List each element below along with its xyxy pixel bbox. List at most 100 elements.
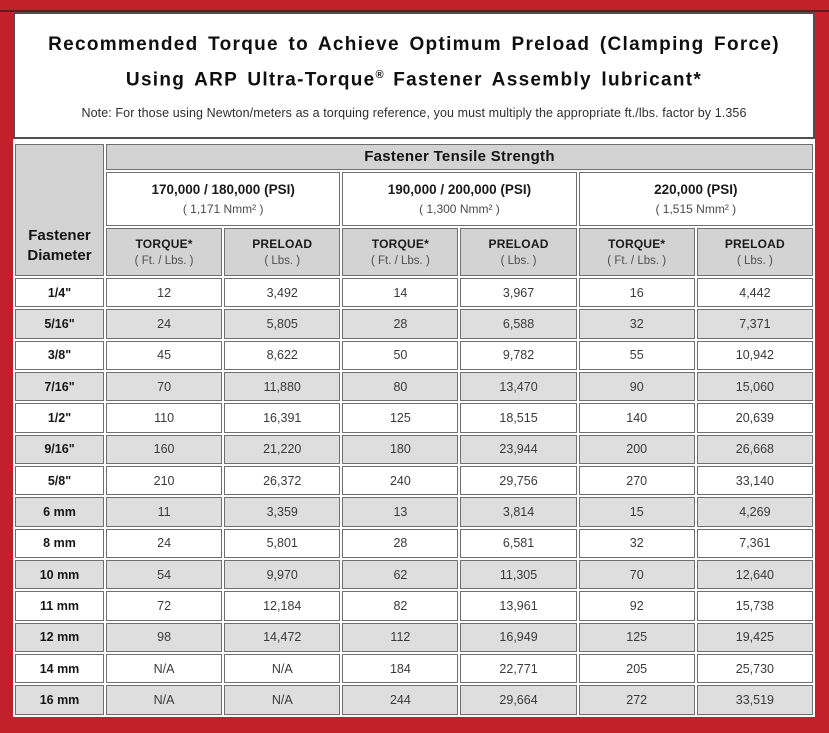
psi-group-header-row: 170,000 / 180,000 (PSI) ( 1,171 Nmm² ) 1…: [15, 172, 813, 226]
row-diameter: 8 mm: [15, 528, 104, 559]
corner-line1: Fastener: [28, 227, 91, 244]
preload-unit-3: ( Lbs. ): [736, 255, 773, 267]
table-row: 5/16" 24 5,805 28 6,588 32 7,371: [15, 309, 813, 339]
cell-value: 184: [342, 654, 459, 684]
torque-label-3: TORQUE*: [608, 237, 666, 251]
page-title-line2: Using ARP Ultra-Torque® Fastener Assembl…: [15, 60, 813, 95]
cell-value: 90: [578, 372, 695, 402]
row-diameter: 10 mm: [15, 560, 104, 590]
cell-value: 62: [342, 560, 459, 590]
row-diameter: 3/8": [15, 340, 104, 371]
cell-value: 15: [578, 497, 695, 527]
cell-value: 160: [106, 434, 223, 465]
cell-value: 32: [578, 528, 695, 559]
preload-unit-1: ( Lbs. ): [264, 255, 301, 267]
cell-value: 16,949: [460, 622, 577, 653]
cell-value: 3,492: [224, 278, 341, 308]
cell-value: N/A: [224, 685, 341, 715]
preload-label-3: PRELOAD: [724, 237, 785, 251]
cell-value: 15,738: [696, 591, 813, 621]
cell-value: 110: [106, 403, 223, 433]
cell-value: 50: [342, 340, 459, 371]
cell-value: 82: [342, 591, 459, 621]
cell-value: 72: [106, 591, 223, 621]
torque-table-wrap: Fastener Diameter Fastener Tensile Stren…: [13, 142, 815, 717]
tensile-strength-header-row: Fastener Diameter Fastener Tensile Stren…: [15, 144, 813, 276]
cell-value: 9,970: [224, 560, 341, 590]
torque-column-header-3: TORQUE* ( Ft. / Lbs. ): [578, 228, 695, 276]
cell-value: 25,730: [696, 654, 813, 684]
cell-value: 7,371: [696, 309, 813, 339]
content-area: Recommended Torque to Achieve Optimum Pr…: [13, 12, 815, 717]
cell-value: 33,140: [696, 466, 813, 496]
psi-group-220-nmm: ( 1,515 Nmm² ): [655, 202, 737, 216]
cell-value: 29,664: [460, 685, 577, 715]
row-diameter: 14 mm: [15, 654, 104, 684]
table-row: 5/8" 210 26,372 240 29,756 270 33,140: [15, 466, 813, 496]
cell-value: 24: [106, 528, 223, 559]
cell-value: N/A: [106, 685, 223, 715]
psi-group-190-200: 190,000 / 200,000 (PSI) ( 1,300 Nmm² ): [342, 172, 577, 226]
preload-label-2: PRELOAD: [488, 237, 549, 251]
torque-preload-header-row: TORQUE* ( Ft. / Lbs. ) PRELOAD ( Lbs. ) …: [15, 228, 813, 276]
row-diameter: 9/16": [15, 434, 104, 465]
torque-table: Fastener Diameter Fastener Tensile Stren…: [13, 142, 815, 717]
row-diameter: 6 mm: [15, 497, 104, 527]
cell-value: 23,944: [460, 434, 577, 465]
cell-value: 80: [342, 372, 459, 402]
cell-value: 92: [578, 591, 695, 621]
cell-value: 240: [342, 466, 459, 496]
row-diameter: 1/2": [15, 403, 104, 433]
torque-unit-1: ( Ft. / Lbs. ): [134, 255, 194, 267]
table-row: 10 mm 54 9,970 62 11,305 70 12,640: [15, 560, 813, 590]
cell-value: 28: [342, 528, 459, 559]
cell-value: 26,372: [224, 466, 341, 496]
preload-label-1: PRELOAD: [252, 237, 313, 251]
table-row: 9/16" 160 21,220 180 23,944 200 26,668: [15, 434, 813, 465]
table-row: 8 mm 24 5,801 28 6,581 32 7,361: [15, 528, 813, 559]
row-diameter: 16 mm: [15, 685, 104, 715]
preload-column-header-3: PRELOAD ( Lbs. ): [696, 228, 813, 276]
preload-column-header-2: PRELOAD ( Lbs. ): [460, 228, 577, 276]
tensile-strength-label: Fastener Tensile Strength: [364, 148, 555, 165]
cell-value: 14,472: [224, 622, 341, 653]
cell-value: N/A: [224, 654, 341, 684]
row-diameter: 1/4": [15, 278, 104, 308]
torque-unit-3: ( Ft. / Lbs. ): [607, 255, 667, 267]
row-diameter: 12 mm: [15, 622, 104, 653]
cell-value: 11,305: [460, 560, 577, 590]
cell-value: 6,588: [460, 309, 577, 339]
psi-group-190-200-nmm: ( 1,300 Nmm² ): [419, 202, 500, 216]
psi-group-190-200-label: 190,000 / 200,000 (PSI): [387, 182, 532, 197]
torque-label-1: TORQUE*: [135, 237, 193, 251]
cell-value: 270: [578, 466, 695, 496]
cell-value: 12,184: [224, 591, 341, 621]
cell-value: 98: [106, 622, 223, 653]
cell-value: 200: [578, 434, 695, 465]
cell-value: 140: [578, 403, 695, 433]
cell-value: 18,515: [460, 403, 577, 433]
title-line2-post: Fastener Assembly lubricant*: [383, 69, 703, 91]
cell-value: 4,269: [696, 497, 813, 527]
cell-value: 16,391: [224, 403, 341, 433]
cell-value: 7,361: [696, 528, 813, 559]
table-row: 6 mm 11 3,359 13 3,814 15 4,269: [15, 497, 813, 527]
cell-value: 29,756: [460, 466, 577, 496]
cell-value: 12,640: [696, 560, 813, 590]
cell-value: 125: [578, 622, 695, 653]
cell-value: N/A: [106, 654, 223, 684]
cell-value: 180: [342, 434, 459, 465]
title-line2-pre: Using ARP Ultra-Torque: [125, 69, 376, 91]
cell-value: 244: [342, 685, 459, 715]
cell-value: 26,668: [696, 434, 813, 465]
cell-value: 4,442: [696, 278, 813, 308]
corner-line2: Diameter: [27, 247, 92, 264]
title-box: Recommended Torque to Achieve Optimum Pr…: [13, 12, 815, 139]
cell-value: 13,470: [460, 372, 577, 402]
cell-value: 272: [578, 685, 695, 715]
table-row: 12 mm 98 14,472 112 16,949 125 19,425: [15, 622, 813, 653]
row-diameter: 5/8": [15, 466, 104, 496]
page-title-line1: Recommended Torque to Achieve Optimum Pr…: [48, 34, 780, 55]
cell-value: 11,880: [224, 372, 341, 402]
